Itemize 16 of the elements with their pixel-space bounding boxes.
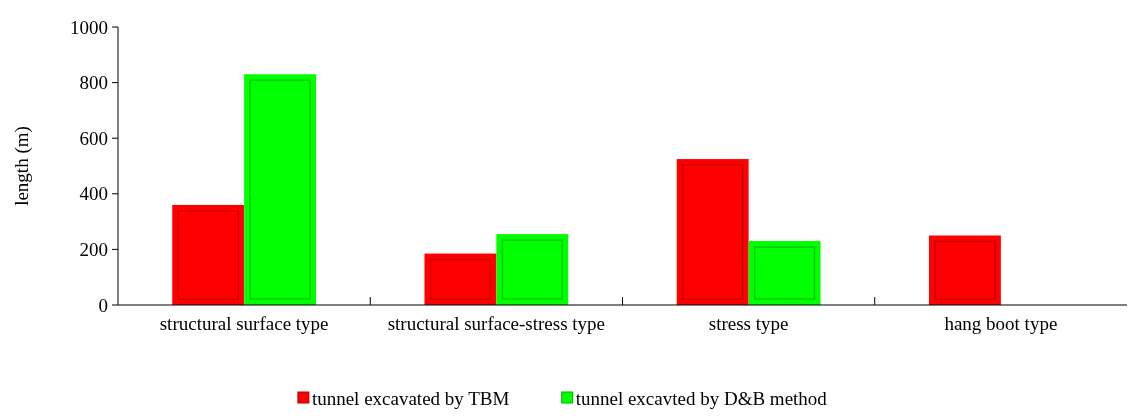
x-tick-label: hang boot type [944,313,1058,334]
bar [928,235,1001,305]
bar [244,74,317,305]
y-tick-label: 200 [79,239,108,261]
x-tick-label: stress type [708,313,789,334]
y-tick-label: 400 [79,183,108,205]
y-tick-label: 0 [98,294,108,316]
x-tick-label: structural surface type [159,313,329,334]
bar [172,204,245,305]
y-tick-label: 600 [79,127,108,149]
y-tick-label: 1000 [70,16,108,38]
x-tick-label: structural surface-stress type [387,313,606,334]
legend-label: tunnel excavted by D&B method [575,387,828,409]
y-axis-title: length (m) [11,126,33,206]
y-tick-label: 800 [79,72,108,94]
legend-label: tunnel excavated by TBM [311,387,510,409]
